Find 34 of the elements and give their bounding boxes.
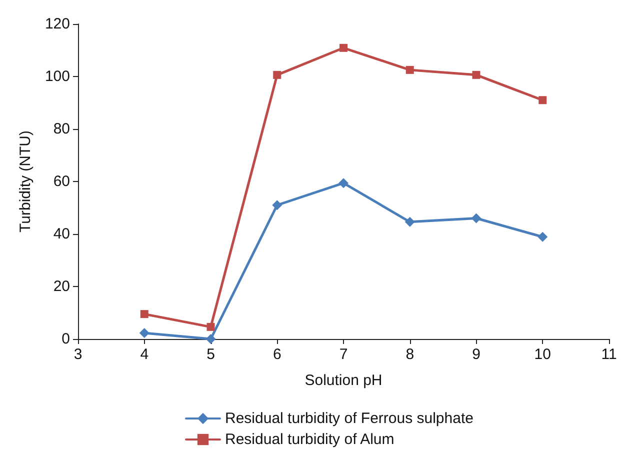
point xyxy=(338,178,348,188)
y-tick-label: 20 xyxy=(53,278,70,295)
y-tick-label: 40 xyxy=(53,226,70,242)
x-tick-label: 3 xyxy=(74,346,82,363)
point xyxy=(472,70,480,79)
point xyxy=(471,213,482,224)
point xyxy=(340,44,348,52)
y-tick-label: 100 xyxy=(44,68,70,85)
point xyxy=(538,232,548,242)
point xyxy=(273,70,282,79)
legend-label: Residual turbidity of Ferrous sulphate xyxy=(225,410,474,427)
x-tick-label: 5 xyxy=(206,346,215,363)
x-tick-label: 9 xyxy=(472,346,480,363)
x-tick-label: 8 xyxy=(406,346,414,363)
y-axis-title: Turbidity (NTU) xyxy=(17,130,34,232)
x-tick-label: 7 xyxy=(339,346,348,363)
point xyxy=(140,310,148,318)
point xyxy=(206,322,215,331)
y-tick-label: 0 xyxy=(62,330,70,348)
y-tick-label: 60 xyxy=(53,173,70,190)
point xyxy=(272,200,282,210)
point xyxy=(406,66,414,74)
point xyxy=(404,216,415,227)
y-tick-label: 120 xyxy=(44,16,70,32)
point xyxy=(538,96,547,104)
x-tick-label: 11 xyxy=(601,346,617,363)
y-tick-label: 80 xyxy=(53,120,70,138)
x-tick-label: 4 xyxy=(140,346,149,363)
point xyxy=(139,328,150,338)
point xyxy=(206,334,216,344)
x-tick-label: 6 xyxy=(272,346,282,363)
x-axis-title: Solution pH xyxy=(304,372,382,389)
legend-label: Residual turbidity of Alum xyxy=(225,431,394,448)
x-tick-label: 10 xyxy=(534,346,551,363)
